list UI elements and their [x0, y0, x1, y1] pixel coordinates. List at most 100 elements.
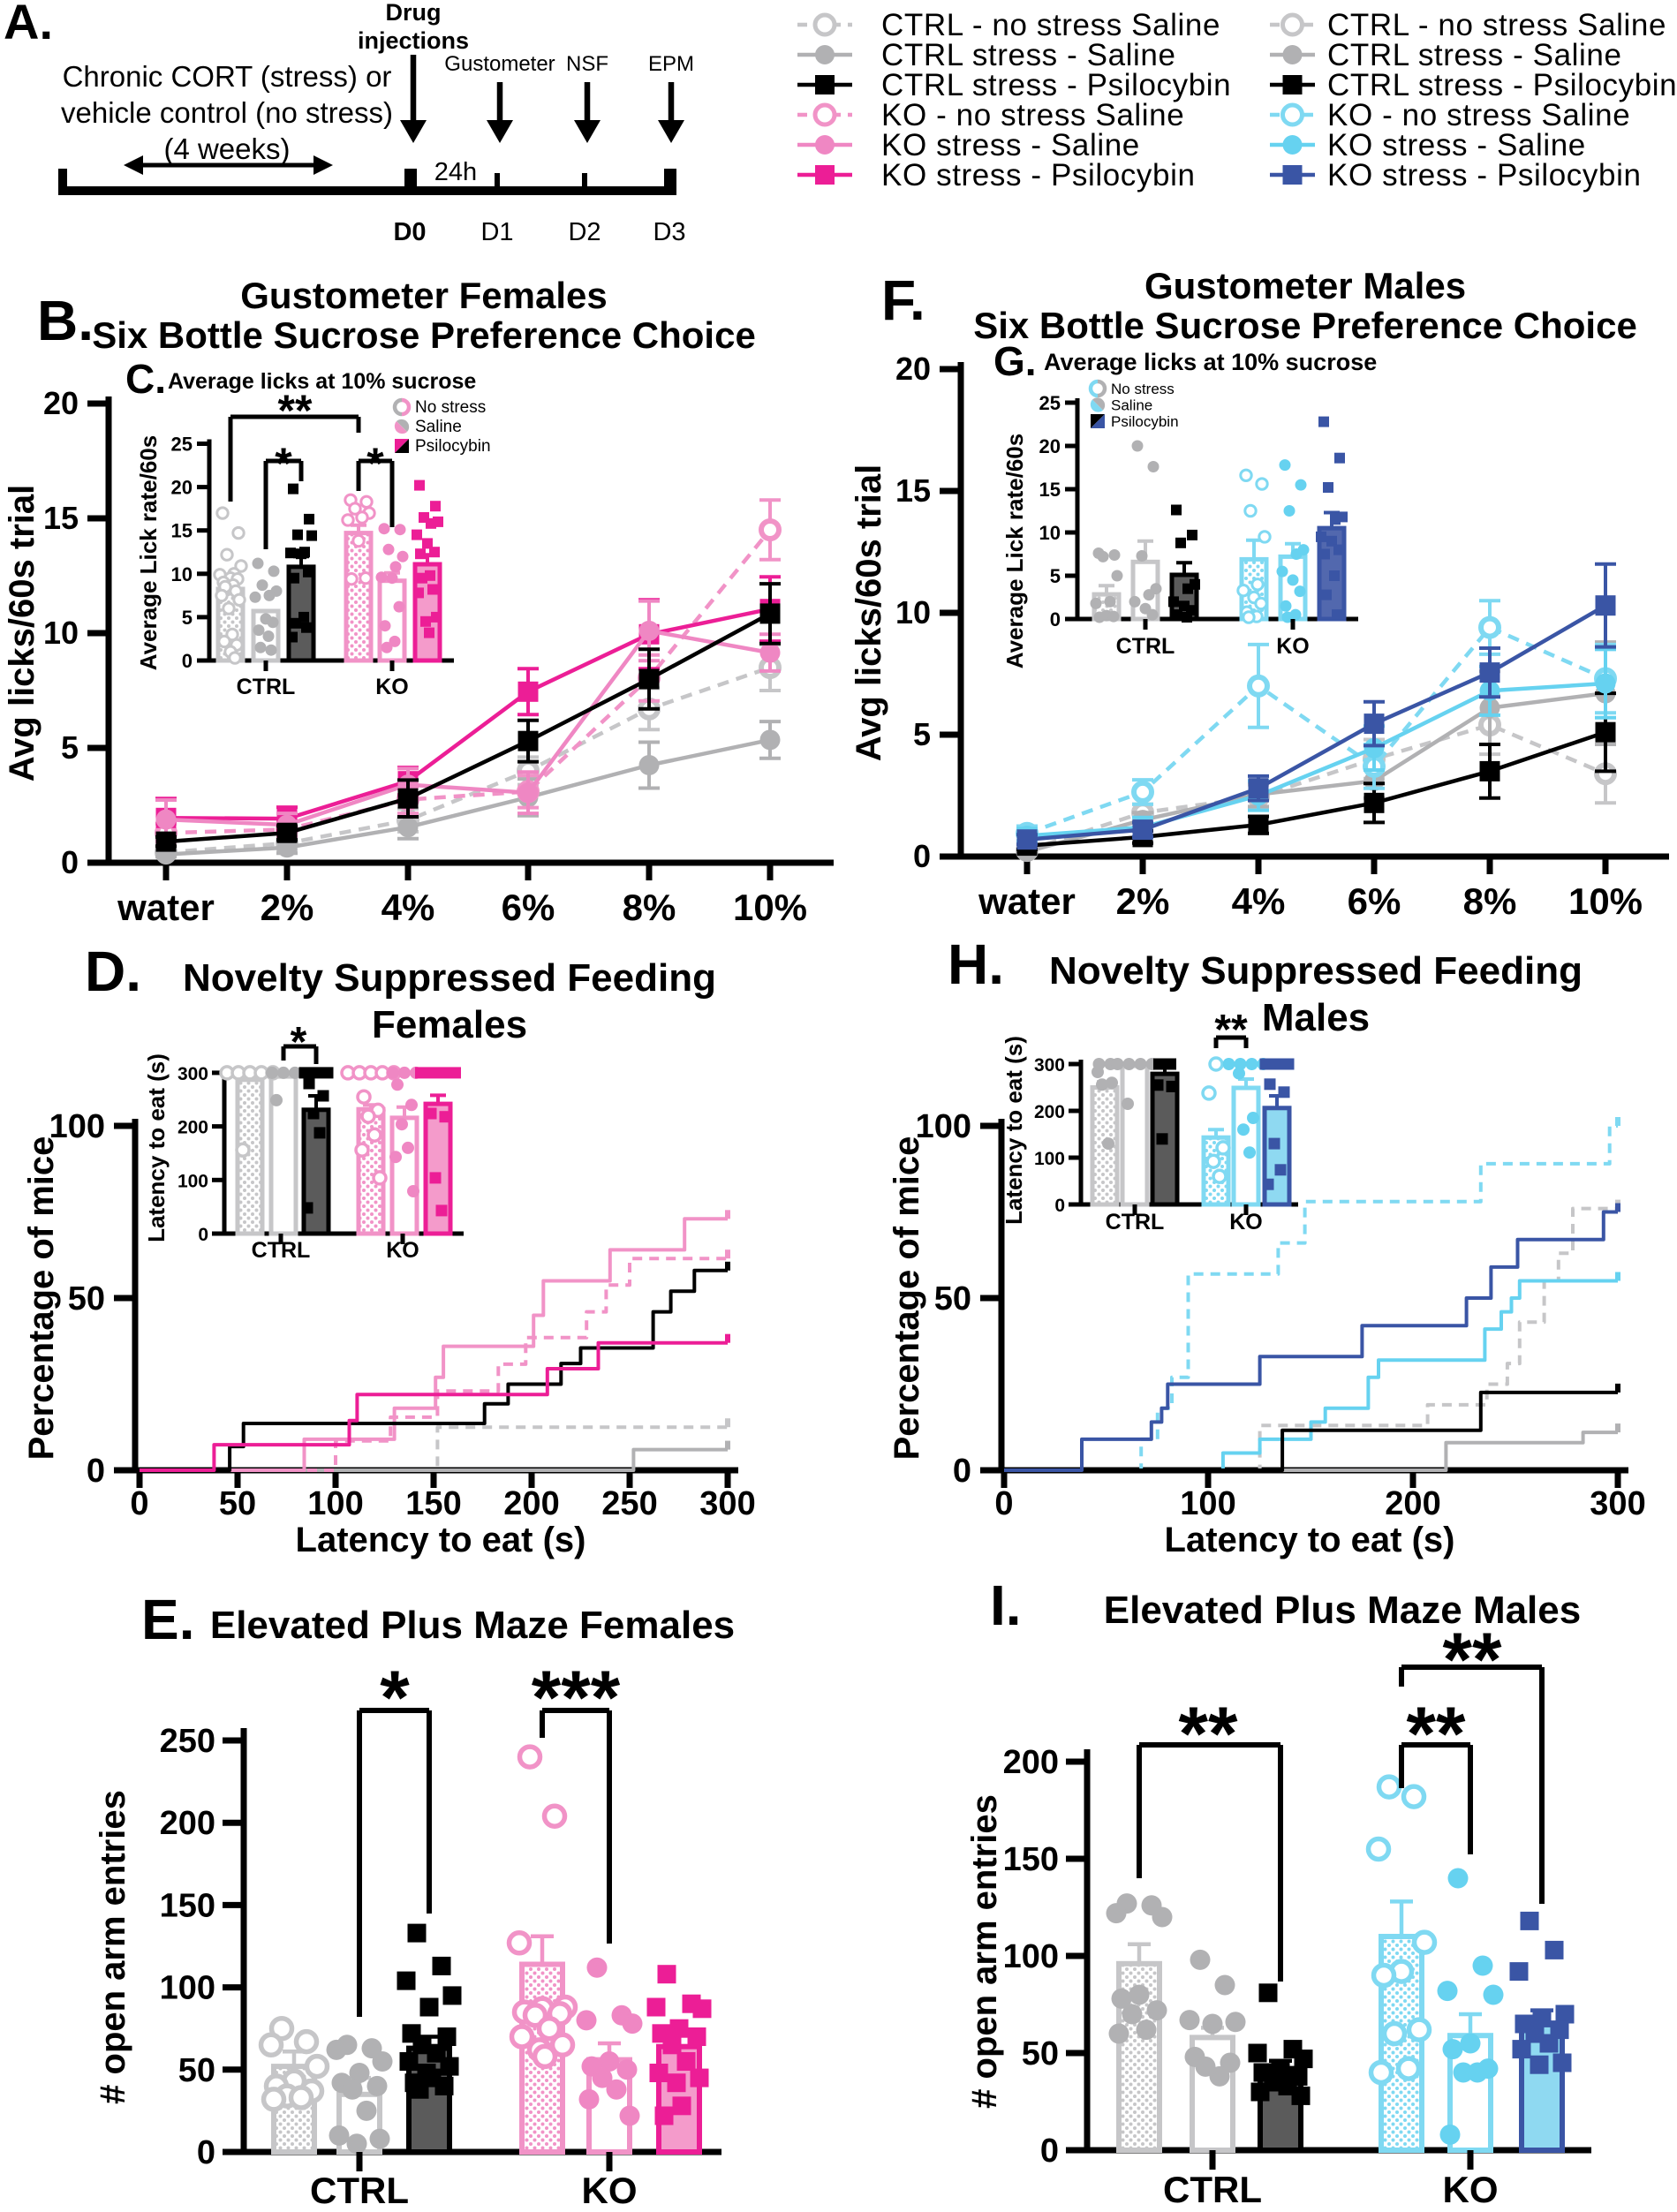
- svg-text:*: *: [380, 1656, 410, 1740]
- svg-text:Avg licks/60s trial: Avg licks/60s trial: [3, 485, 42, 781]
- svg-text:0: 0: [1050, 608, 1061, 630]
- svg-text:Drug: Drug: [386, 0, 442, 26]
- svg-text:KO stress - Saline: KO stress - Saline: [1327, 128, 1586, 162]
- svg-text:100: 100: [49, 1108, 105, 1145]
- svg-text:100: 100: [1180, 1485, 1235, 1522]
- svg-text:100: 100: [1034, 1149, 1065, 1169]
- svg-text:F.: F.: [881, 268, 925, 332]
- svg-text:0: 0: [1040, 2133, 1059, 2170]
- svg-text:10: 10: [895, 594, 931, 630]
- svg-text:20: 20: [171, 477, 193, 499]
- svg-text:Six Bottle Sucrose Preference: Six Bottle Sucrose Preference Choice: [973, 305, 1637, 346]
- svg-text:CTRL: CTRL: [252, 1238, 311, 1263]
- svg-text:4%: 4%: [381, 887, 435, 928]
- svg-text:250: 250: [601, 1485, 657, 1522]
- svg-text:100: 100: [178, 1171, 208, 1191]
- svg-text:CTRL stress - Saline: CTRL stress - Saline: [1327, 38, 1622, 72]
- svg-text:20: 20: [895, 351, 931, 387]
- svg-text:D0: D0: [393, 218, 426, 246]
- svg-text:Percentage of mice: Percentage of mice: [888, 1136, 926, 1461]
- svg-text:(4 weeks): (4 weeks): [163, 132, 290, 165]
- svg-text:150: 150: [405, 1485, 461, 1522]
- svg-text:NSF: NSF: [566, 52, 608, 76]
- svg-text:100: 100: [1003, 1938, 1059, 1975]
- svg-text:100: 100: [916, 1108, 971, 1145]
- svg-text:CTRL: CTRL: [237, 675, 296, 699]
- svg-text:15: 15: [171, 520, 193, 542]
- svg-text:200: 200: [503, 1485, 559, 1522]
- svg-text:0: 0: [61, 844, 79, 880]
- svg-text:25: 25: [1039, 392, 1061, 414]
- svg-text:C.: C.: [125, 356, 166, 402]
- svg-text:Chronic CORT (stress) or: Chronic CORT (stress) or: [63, 60, 392, 93]
- svg-text:Gustometer: Gustometer: [444, 52, 555, 76]
- svg-text:15: 15: [43, 500, 79, 536]
- svg-text:4%: 4%: [1232, 880, 1286, 922]
- svg-text:25: 25: [171, 434, 193, 456]
- svg-text:300: 300: [178, 1064, 208, 1084]
- svg-text:0: 0: [994, 1485, 1013, 1522]
- svg-text:50: 50: [934, 1280, 971, 1317]
- svg-text:0: 0: [913, 838, 931, 874]
- svg-text:10: 10: [43, 615, 79, 651]
- svg-text:**: **: [1443, 1618, 1502, 1702]
- svg-text:CTRL stress - Psilocybin: CTRL stress - Psilocybin: [1327, 68, 1677, 102]
- svg-text:vehicle control (no stress): vehicle control (no stress): [61, 96, 393, 129]
- svg-text:8%: 8%: [623, 887, 676, 928]
- svg-text:E.: E.: [141, 1588, 194, 1651]
- svg-text:20: 20: [1039, 435, 1061, 457]
- svg-text:KO: KO: [1443, 2169, 1499, 2208]
- svg-text:**: **: [1179, 1692, 1238, 1777]
- svg-text:No stress: No stress: [1111, 381, 1175, 397]
- svg-text:Average Lick rate/60s: Average Lick rate/60s: [135, 435, 162, 670]
- svg-text:*: *: [275, 439, 292, 488]
- svg-text:Elevated Plus Maze Females: Elevated Plus Maze Females: [210, 1604, 735, 1647]
- svg-text:Average licks at 10% sucrose: Average licks at 10% sucrose: [168, 369, 476, 394]
- svg-text:A.: A.: [4, 0, 53, 49]
- svg-text:# open arm entries: # open arm entries: [965, 1794, 1004, 2109]
- svg-text:100: 100: [160, 1970, 215, 2007]
- svg-text:water: water: [978, 880, 1076, 922]
- svg-text:Percentage of mice: Percentage of mice: [22, 1136, 61, 1461]
- svg-text:Avg licks/60s trial: Avg licks/60s trial: [850, 464, 888, 761]
- svg-text:KO stress - Psilocybin: KO stress - Psilocybin: [881, 158, 1196, 193]
- svg-text:150: 150: [160, 1887, 215, 1924]
- svg-text:Novelty Suppressed Feeding: Novelty Suppressed Feeding: [183, 956, 716, 1000]
- svg-text:150: 150: [1003, 1841, 1059, 1878]
- svg-text:KO stress - Psilocybin: KO stress - Psilocybin: [1327, 158, 1642, 193]
- svg-text:CTRL: CTRL: [1106, 1210, 1165, 1234]
- svg-text:200: 200: [1034, 1102, 1065, 1122]
- svg-text:5: 5: [61, 729, 79, 766]
- svg-text:300: 300: [1034, 1055, 1065, 1076]
- svg-text:KO stress - Saline: KO stress - Saline: [881, 128, 1140, 162]
- svg-text:200: 200: [1003, 1744, 1059, 1781]
- svg-text:Saline: Saline: [415, 418, 462, 436]
- svg-text:CTRL: CTRL: [310, 2170, 409, 2208]
- svg-text:15: 15: [895, 472, 931, 509]
- svg-text:*: *: [366, 439, 384, 488]
- svg-text:Latency to eat (s): Latency to eat (s): [296, 1521, 586, 1559]
- svg-text:KO: KO: [1229, 1210, 1263, 1234]
- svg-text:20: 20: [43, 385, 79, 421]
- svg-text:*: *: [291, 1019, 307, 1066]
- svg-text:5: 5: [182, 607, 193, 629]
- svg-text:I.: I.: [990, 1574, 1022, 1637]
- svg-text:D3: D3: [653, 218, 685, 246]
- svg-text:200: 200: [1385, 1485, 1440, 1522]
- svg-text:# open arm entries: # open arm entries: [94, 1790, 132, 2104]
- svg-text:D1: D1: [480, 218, 513, 246]
- svg-text:Average Lick rate/60s: Average Lick rate/60s: [1001, 434, 1028, 668]
- svg-text:KO: KO: [1276, 634, 1310, 659]
- svg-text:200: 200: [160, 1805, 215, 1842]
- svg-text:***: ***: [532, 1656, 621, 1740]
- svg-text:Males: Males: [1262, 996, 1370, 1039]
- svg-text:Latency to eat (s): Latency to eat (s): [1001, 1036, 1027, 1225]
- svg-text:10: 10: [171, 563, 193, 585]
- svg-text:KO: KO: [582, 2170, 638, 2208]
- svg-text:KO: KO: [386, 1238, 419, 1263]
- svg-text:**: **: [1214, 1007, 1248, 1053]
- svg-text:8%: 8%: [1463, 880, 1517, 922]
- svg-text:6%: 6%: [1348, 880, 1401, 922]
- svg-text:24h: 24h: [434, 158, 477, 186]
- svg-text:10: 10: [1039, 522, 1061, 544]
